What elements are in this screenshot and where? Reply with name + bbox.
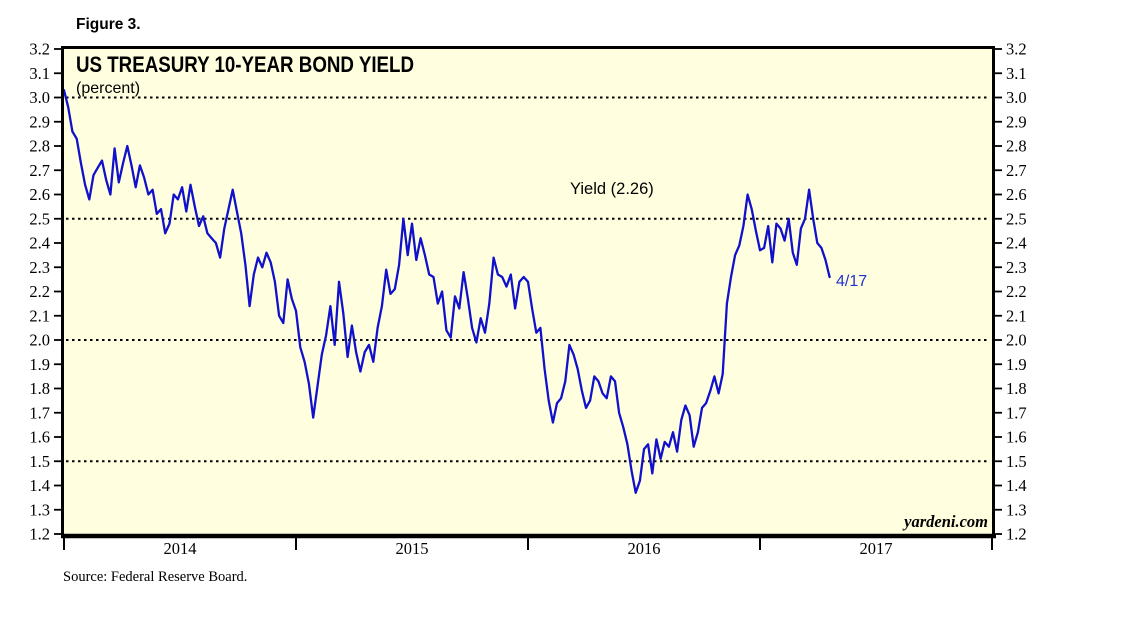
y-axis-label-left: 3.0 xyxy=(29,88,50,107)
y-axis-label-right: 1.2 xyxy=(1006,525,1027,544)
y-axis-label-left: 2.6 xyxy=(29,185,50,204)
y-axis-label-left: 2.7 xyxy=(29,161,50,180)
y-axis-label-right: 2.8 xyxy=(1006,137,1027,156)
y-axis-label-left: 2.3 xyxy=(29,258,50,277)
y-axis-label-right: 3.2 xyxy=(1006,40,1027,59)
figure-label: Figure 3. xyxy=(76,16,141,33)
y-axis-label-right: 1.3 xyxy=(1006,500,1027,519)
watermark: yardeni.com xyxy=(902,512,988,531)
yield-annotation: Yield (2.26) xyxy=(570,180,654,198)
y-axis-label-left: 1.8 xyxy=(29,379,50,398)
y-axis-label-left: 2.5 xyxy=(29,209,50,228)
y-axis-label-left: 1.9 xyxy=(29,355,50,374)
y-axis-label-right: 2.4 xyxy=(1006,234,1027,253)
y-axis-label-left: 1.2 xyxy=(29,525,50,544)
y-axis-label-left: 2.0 xyxy=(29,331,50,350)
plot-area xyxy=(61,46,995,538)
y-axis-label-left: 2.1 xyxy=(29,306,50,325)
x-axis-label-2016: 2016 xyxy=(628,539,661,558)
y-axis-label-left: 3.1 xyxy=(29,64,50,83)
y-axis-label-right: 2.1 xyxy=(1006,306,1027,325)
y-axis-label-right: 2.3 xyxy=(1006,258,1027,277)
y-axis-label-right: 2.5 xyxy=(1006,209,1027,228)
series-end-date-label: 4/17 xyxy=(836,273,867,290)
y-axis-label-right: 1.5 xyxy=(1006,452,1027,471)
y-axis-label-left: 1.4 xyxy=(29,476,50,495)
chart-title: US TREASURY 10-YEAR BOND YIELD xyxy=(76,52,414,77)
y-axis-label-left: 2.8 xyxy=(29,137,50,156)
y-axis-label-right: 3.0 xyxy=(1006,88,1027,107)
y-axis-label-right: 1.9 xyxy=(1006,355,1027,374)
y-axis-label-right: 2.7 xyxy=(1006,161,1027,180)
x-axis-label-2015: 2015 xyxy=(396,539,429,558)
y-axis-label-right: 1.7 xyxy=(1006,403,1027,422)
source-note: Source: Federal Reserve Board. xyxy=(63,569,248,585)
y-axis-label-right: 2.6 xyxy=(1006,185,1027,204)
y-axis-label-right: 1.6 xyxy=(1006,428,1027,447)
y-axis-label-left: 3.2 xyxy=(29,40,50,59)
y-axis-label-left: 2.9 xyxy=(29,112,50,131)
y-axis-label-right: 2.9 xyxy=(1006,112,1027,131)
y-axis-label-left: 1.7 xyxy=(29,403,50,422)
x-axis-label-2014: 2014 xyxy=(164,539,197,558)
chart-subtitle: (percent) xyxy=(76,80,140,97)
x-axis-label-2017: 2017 xyxy=(860,539,893,558)
y-axis-label-right: 3.1 xyxy=(1006,64,1027,83)
y-axis-label-left: 1.3 xyxy=(29,500,50,519)
y-axis-label-right: 1.4 xyxy=(1006,476,1027,495)
y-axis-label-left: 1.5 xyxy=(29,452,50,471)
y-axis-label-left: 2.4 xyxy=(29,234,50,253)
y-axis-label-left: 2.2 xyxy=(29,282,50,301)
yield-line xyxy=(62,89,831,494)
y-axis-label-right: 2.0 xyxy=(1006,331,1027,350)
y-axis-label-right: 2.2 xyxy=(1006,282,1027,301)
y-axis-label-right: 1.8 xyxy=(1006,379,1027,398)
y-axis-label-left: 1.6 xyxy=(29,428,50,447)
